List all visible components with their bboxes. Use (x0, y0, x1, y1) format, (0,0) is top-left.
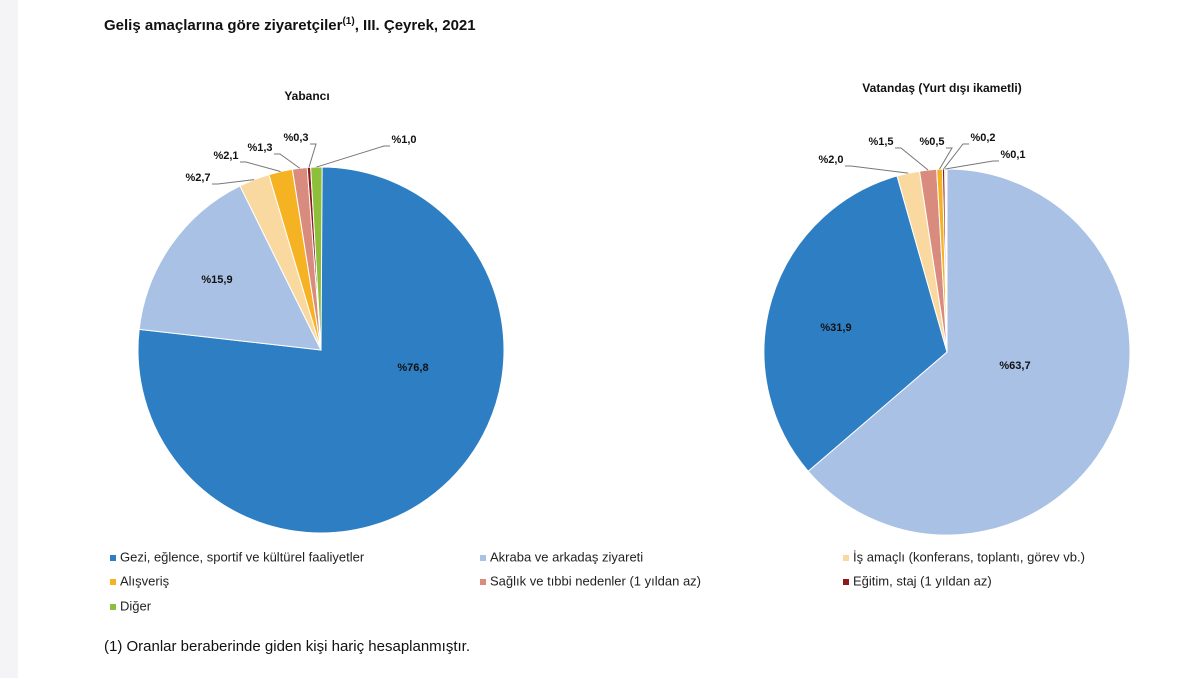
data-label: %0,1 (1000, 149, 1025, 161)
leader-line (895, 147, 929, 171)
leader-line (316, 145, 390, 168)
data-label: %0,5 (919, 136, 944, 148)
legend-label: Sağlık ve tıbbi nedenler (1 yıldan az) (490, 573, 701, 588)
pie-subtitle: Vatandaş (Yurt dışı ikametli) (862, 81, 1021, 95)
title-rest: , III. Çeyrek, 2021 (355, 17, 476, 34)
data-label: %2,0 (818, 154, 843, 166)
legend-label: Gezi, eğlence, sportif ve kültürel faali… (120, 549, 365, 564)
side-pattern (0, 0, 18, 678)
data-label: %31,9 (820, 322, 851, 334)
legend-label: Eğitim, staj (1 yıldan az) (853, 573, 992, 588)
title-sup: (1) (342, 16, 354, 27)
legend-label: İş amaçlı (konferans, toplantı, görev vb… (853, 549, 1085, 564)
leader-line (308, 143, 317, 168)
pie-slice (138, 185, 322, 351)
leader-line (274, 153, 301, 169)
legend-swatch (843, 579, 849, 585)
data-label: %2,1 (213, 150, 238, 162)
title-main: Geliş amaçlarına göre ziyaretçiler (104, 17, 343, 34)
leader-line (212, 179, 255, 185)
legend-swatch (110, 579, 116, 585)
data-label: %1,0 (391, 134, 416, 146)
leader-line (945, 160, 999, 170)
pie-subtitle: Yabancı (284, 89, 329, 103)
data-label: %2,7 (185, 172, 210, 184)
data-label: %1,3 (247, 142, 272, 154)
leader-line (939, 147, 953, 170)
title: Geliş amaçlarına göre ziyaretçiler(1), I… (104, 16, 476, 34)
footnote: (1) Oranlar beraberinde giden kişi hariç… (104, 638, 470, 655)
data-label: %0,3 (283, 132, 308, 144)
pie-slice (763, 175, 948, 472)
legend-swatch (480, 579, 486, 585)
pie-slice (807, 168, 1131, 536)
legend-label: Alışveriş (120, 573, 170, 588)
data-label: %15,9 (201, 274, 232, 286)
legend-swatch (110, 604, 116, 610)
leader-line (240, 161, 281, 173)
legend-swatch (110, 555, 116, 561)
data-label: %1,5 (868, 136, 893, 148)
legend-swatch (480, 555, 486, 561)
legend-label: Akraba ve arkadaş ziyareti (490, 549, 643, 564)
legend-label: Diğer (120, 598, 152, 613)
legend-swatch (843, 555, 849, 561)
data-label: %76,8 (397, 362, 428, 374)
leader-line (845, 165, 909, 174)
pie-slice (137, 166, 505, 534)
pie-slice (310, 166, 323, 351)
leader-line (943, 143, 969, 170)
data-label: %0,2 (970, 132, 995, 144)
data-label: %63,7 (999, 360, 1030, 372)
